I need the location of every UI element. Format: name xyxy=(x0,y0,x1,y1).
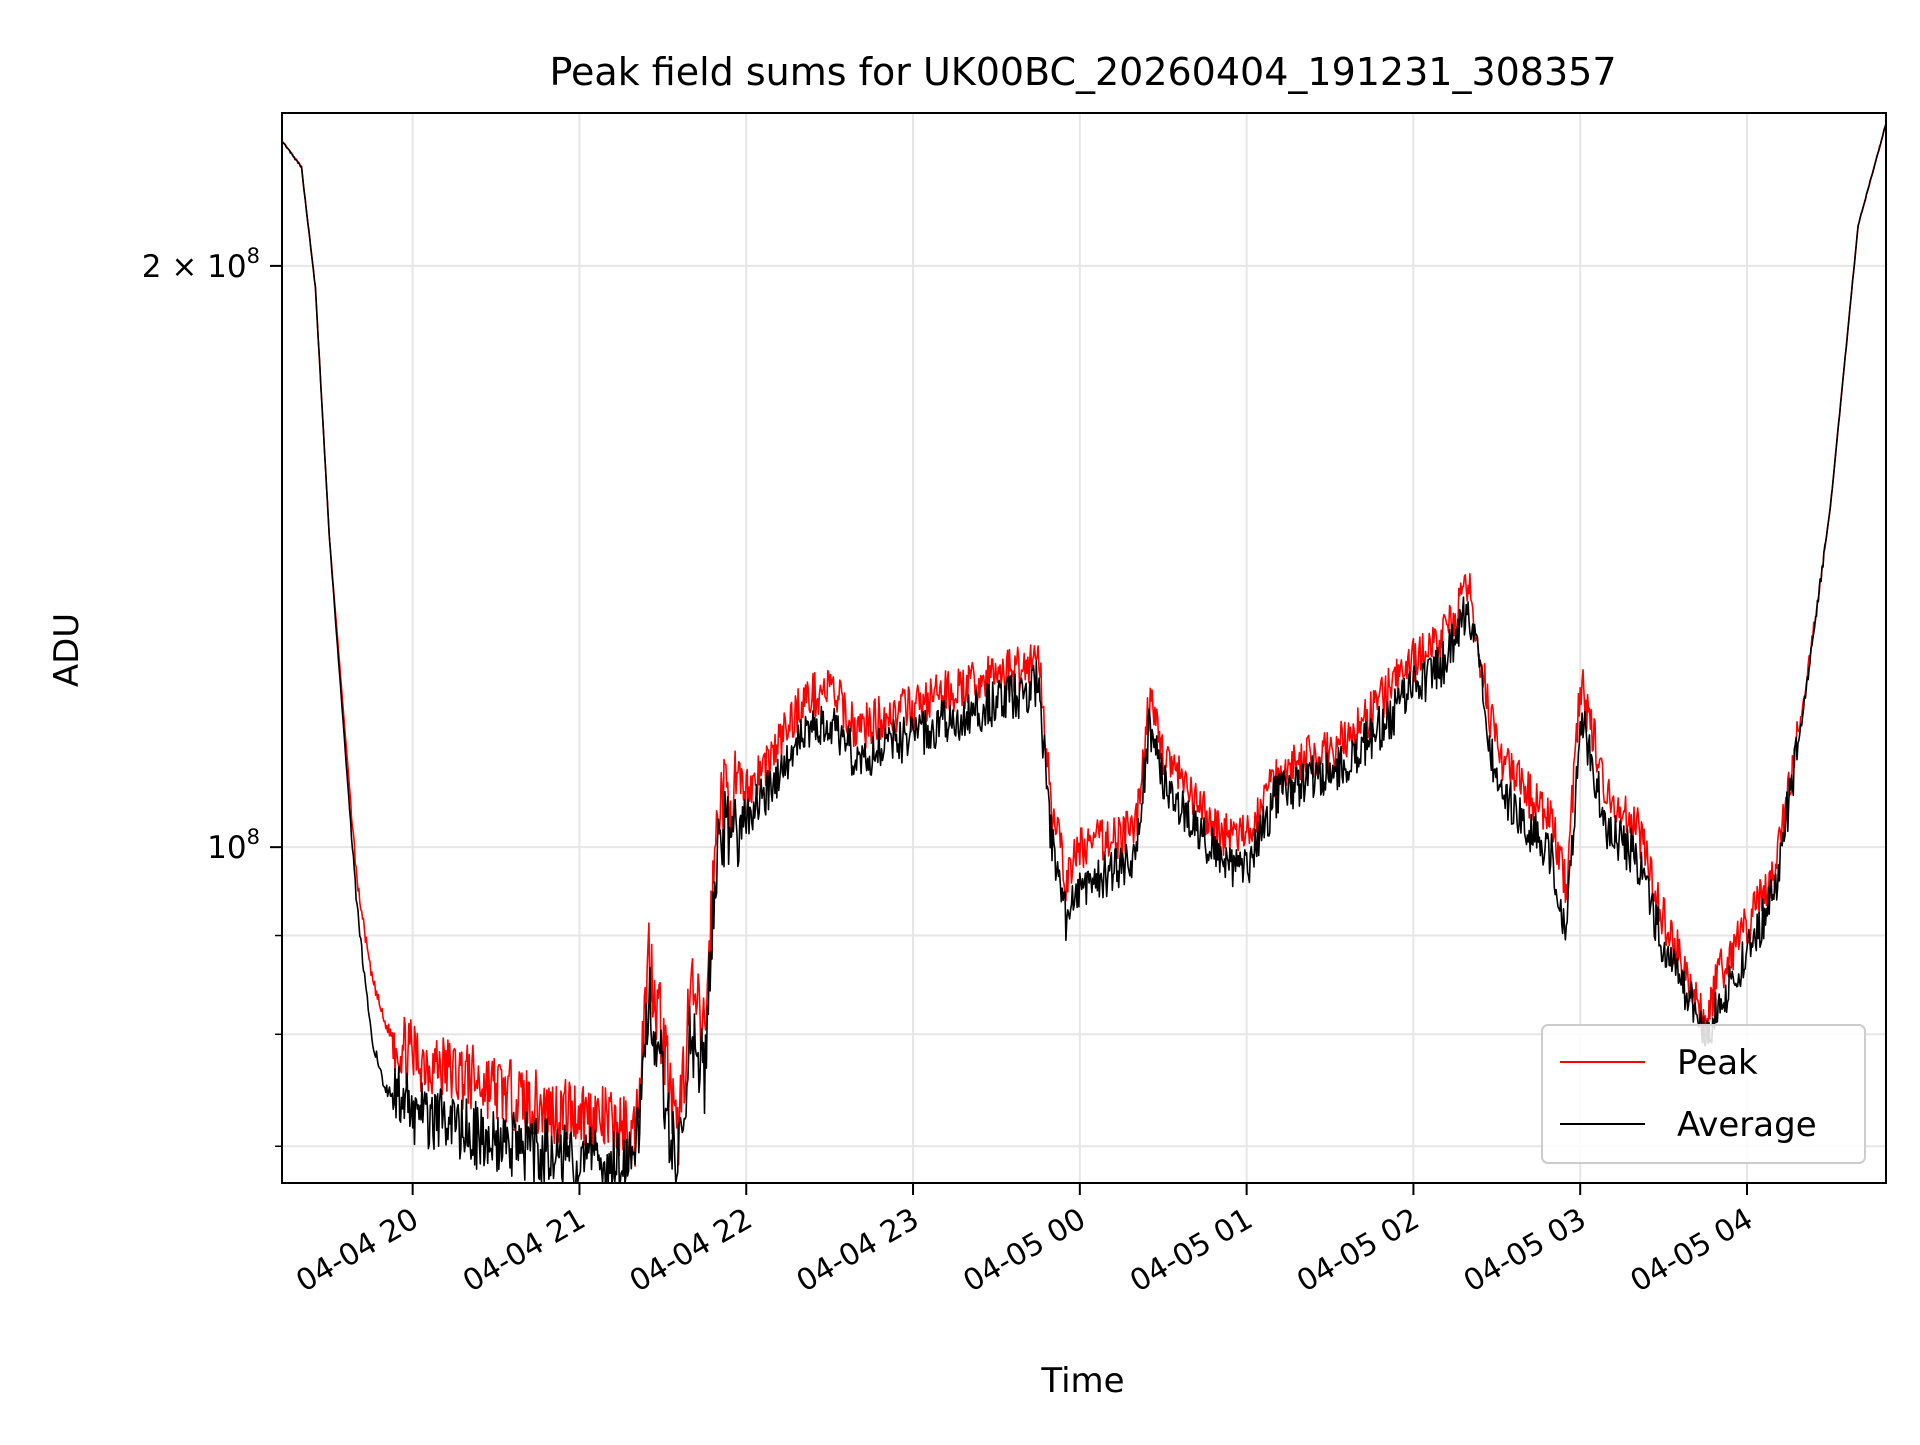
series-line-peak xyxy=(281,123,1887,1167)
series-line-average xyxy=(281,123,1887,1184)
y-axis-label: ADU xyxy=(47,613,87,687)
legend-label-average: Average xyxy=(1677,1105,1817,1145)
y-tick-label-exponent: 8 xyxy=(247,244,260,268)
y-tick-label-exponent: 8 xyxy=(247,825,260,849)
series-group xyxy=(281,123,1887,1184)
plot-frame xyxy=(281,112,1887,1184)
chart-title: Peak field sums for UK00BC_20260404_1912… xyxy=(549,50,1616,94)
legend: Peak Average xyxy=(1541,1024,1866,1164)
x-axis-label: Time xyxy=(1040,1361,1124,1401)
y-tick-label: 108 xyxy=(207,825,260,866)
y-tick-label-base: 2 × 10 xyxy=(142,249,247,285)
y-tick-label: 2 × 108 xyxy=(142,244,260,285)
y-tick-label-base: 10 xyxy=(207,830,246,866)
legend-label-peak: Peak xyxy=(1677,1043,1758,1083)
legend-box xyxy=(1541,1024,1866,1164)
